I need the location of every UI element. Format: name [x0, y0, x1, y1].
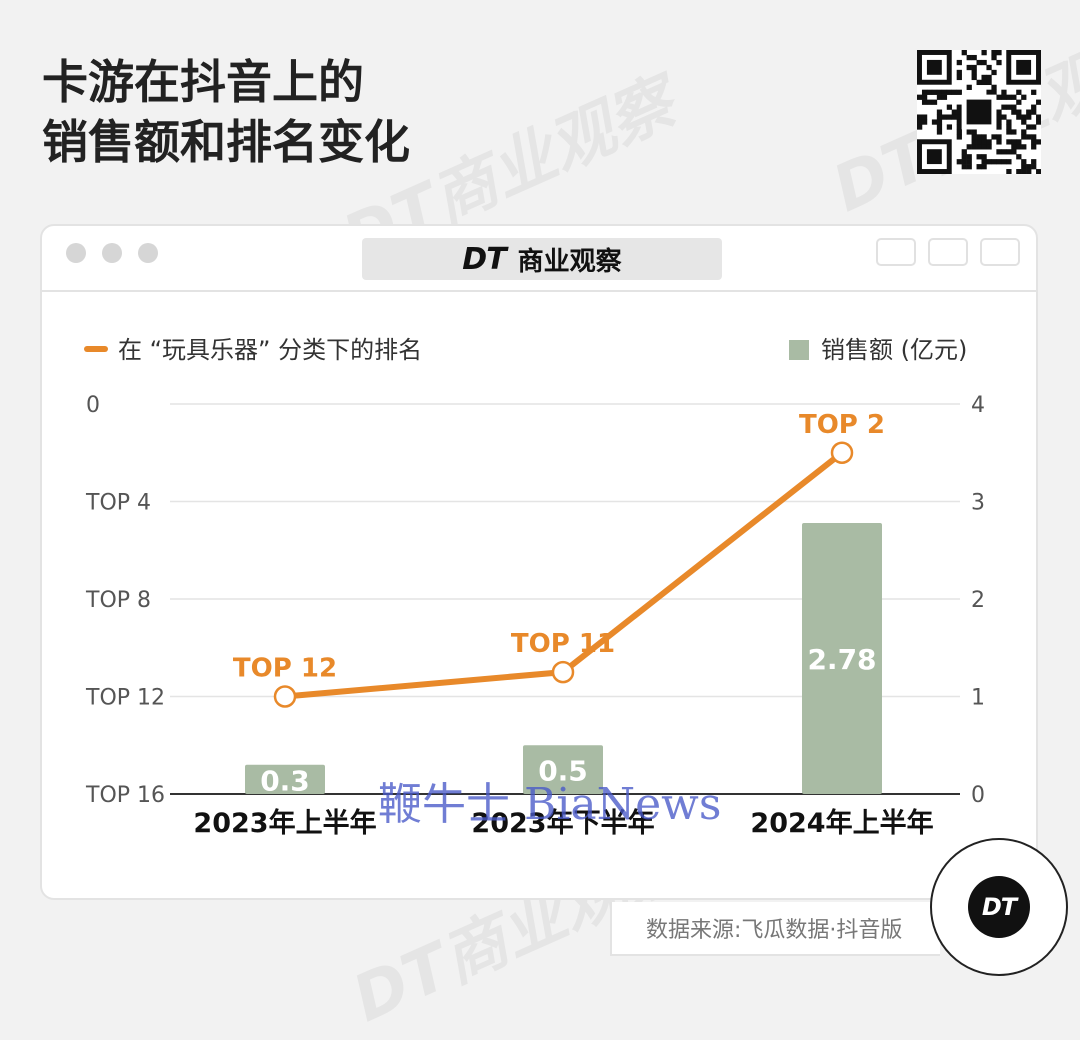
- left-tick-label: TOP 4: [85, 491, 151, 516]
- qr-code-icon: [917, 50, 1041, 174]
- legend-bar-label: 销售额 (亿元): [821, 336, 967, 364]
- tab-brand-logo: DT: [462, 241, 506, 277]
- maximize-dot-icon[interactable]: [138, 243, 158, 263]
- data-source: 数据来源:飞瓜数据·抖音版: [610, 902, 940, 956]
- rank-point: [830, 441, 854, 464]
- page-title-line1: 卡游在抖音上的: [42, 55, 364, 109]
- page-title: 卡游在抖音上的 销售额和排名变化: [42, 52, 410, 172]
- left-tick-label: TOP 12: [85, 686, 165, 711]
- sales-bar-label: 0.3: [260, 764, 310, 797]
- right-tick-label: 0: [971, 783, 985, 808]
- sales-bar: [802, 522, 882, 794]
- share-button-icon[interactable]: [928, 238, 968, 266]
- right-tick-label: 1: [971, 686, 985, 711]
- close-dot-icon[interactable]: [66, 243, 86, 263]
- rank-line: [282, 449, 845, 700]
- tab-label: 商业观察: [517, 246, 622, 277]
- legend-line-label: 在 “玩具乐器” 分类下的排名: [118, 336, 422, 364]
- sales-bar: [245, 764, 325, 794]
- category-label: 2023年下半年: [471, 807, 654, 839]
- left-tick-label: TOP 16: [85, 783, 165, 808]
- right-tick-label: 4: [971, 393, 985, 418]
- rank-point-label: TOP 11: [511, 629, 615, 659]
- window-tab: DT 商业观察: [362, 238, 722, 280]
- chart: 0 TOP 4 TOP 8 TOP 12 TOP 16 0 1 2 3 4 在 “玩具乐器” 分类下…: [84, 336, 985, 839]
- window-titlebar: DT 商业观察: [42, 226, 1036, 292]
- left-tick-label: 0: [86, 393, 100, 418]
- right-tick-label: 3: [971, 491, 985, 516]
- rank-point: [551, 660, 575, 684]
- right-tick-label: 2: [971, 588, 985, 613]
- page-title-line2: 销售额和排名变化: [42, 115, 410, 169]
- sales-bar: [523, 745, 603, 794]
- rank-point-label: TOP 2: [799, 410, 885, 440]
- rank-point: [273, 685, 297, 708]
- legend-line-swatch: [84, 346, 108, 352]
- sales-bar-label: 2.78: [807, 643, 876, 676]
- dt-badge-text: DT: [968, 876, 1030, 938]
- copy-button-icon[interactable]: [980, 238, 1020, 266]
- category-label: 2024年上半年: [750, 807, 933, 839]
- sales-bar-label: 0.5: [538, 755, 588, 788]
- record-button-icon[interactable]: [876, 238, 916, 266]
- bianews-watermark: 鞭牛士 BiaNews: [378, 779, 722, 830]
- dt-badge-logo: DT: [930, 838, 1068, 976]
- rank-point-label: TOP 12: [233, 654, 337, 684]
- legend-bar-swatch: [789, 340, 809, 360]
- category-label: 2023年上半年: [193, 807, 376, 839]
- left-tick-label: TOP 8: [85, 588, 151, 613]
- minimize-dot-icon[interactable]: [102, 243, 122, 263]
